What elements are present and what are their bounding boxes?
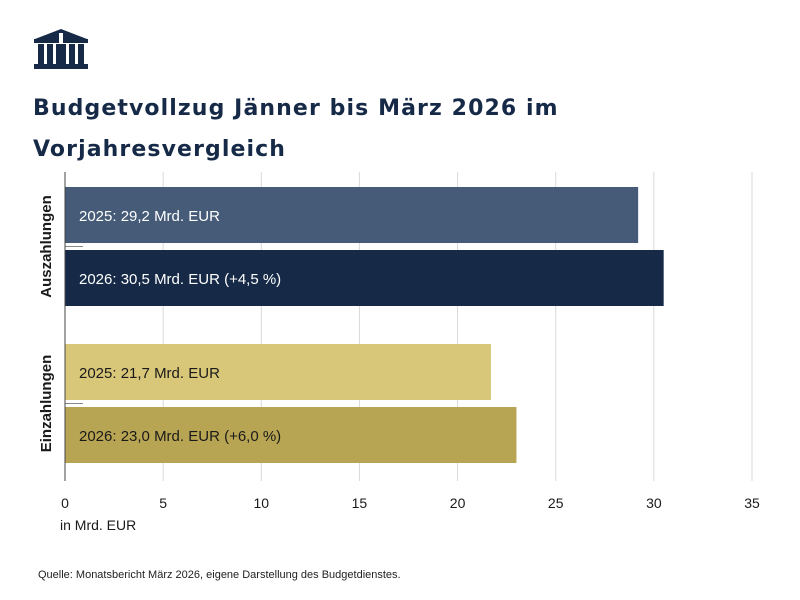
x-tick-label: 35 [744,495,760,511]
bar [65,187,639,243]
parliament-building-icon [34,29,88,69]
x-tick-label: 15 [352,495,368,511]
x-tick-label: 25 [548,495,564,511]
bar-label: 2026: 23,0 Mrd. EUR (+6,0 %) [79,428,281,445]
bar-label: 2025: 21,7 Mrd. EUR [79,365,220,382]
chart-title: Budgetvollzug Jänner bis März 2026 im Vo… [33,96,559,162]
source-note: Quelle: Monatsbericht März 2026, eigene … [38,569,401,581]
bar [65,407,517,463]
bar [65,250,664,306]
x-tick-label: 30 [646,495,662,511]
bar-label: 2025: 29,2 Mrd. EUR [79,208,220,225]
group-label: Auszahlungen [38,195,55,298]
group-label: Einzahlungen [38,355,55,453]
x-tick-label: 5 [159,495,167,511]
x-axis-label: in Mrd. EUR [60,517,136,533]
x-tick-label: 10 [253,495,269,511]
x-tick-label: 20 [450,495,466,511]
bar-chart: 2025: 29,2 Mrd. EUR 2026: 30,5 Mrd. EUR (… [38,172,760,533]
bar-label: 2026: 30,5 Mrd. EUR (+4,5 %) [79,271,281,288]
x-tick-label: 0 [61,495,69,511]
bar [65,344,491,400]
